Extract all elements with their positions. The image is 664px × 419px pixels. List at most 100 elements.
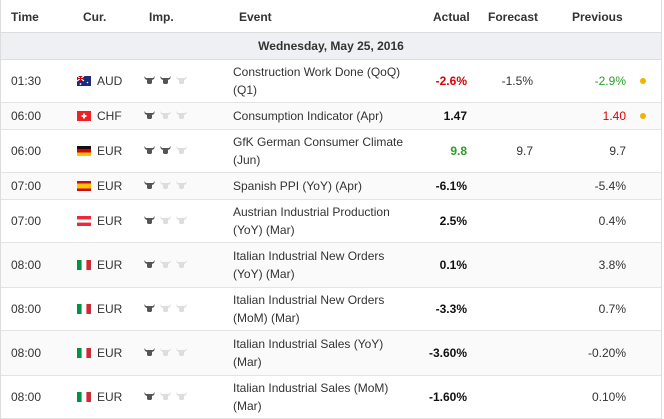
italy-flag-icon (77, 392, 91, 402)
event-time: 06:00 (11, 144, 42, 158)
event-time: 08:00 (11, 302, 42, 316)
event-name[interactable]: Italian Industrial New Orders (YoY) (Mar) (233, 247, 409, 283)
event-time: 08:00 (11, 258, 42, 272)
event-currency: EUR (97, 390, 123, 404)
event-time: 08:00 (11, 390, 42, 404)
forecast-value: 9.7 (516, 144, 533, 158)
event-name[interactable]: Construction Work Done (QoQ) (Q1) (233, 63, 409, 99)
bull-icon (175, 74, 188, 88)
italy-flag-icon (77, 304, 91, 314)
importance-rating (143, 179, 188, 193)
table-row[interactable]: 07:00 EUR Spanish PPI (YoY) (Apr) -6.1% -5.4… (1, 173, 661, 200)
previous-value: -2.9% (594, 74, 626, 88)
event-name-line: (MoM) (Mar) (233, 311, 300, 325)
bull-icon (143, 390, 156, 404)
forecast-value: -1.5% (501, 74, 533, 88)
event-currency: EUR (97, 214, 123, 228)
bull-icon (159, 109, 172, 123)
previous-value: 0.7% (598, 302, 626, 316)
event-time: 06:00 (11, 109, 42, 123)
actual-value: 1.47 (443, 109, 467, 123)
previous-value: -5.4% (594, 179, 626, 193)
event-name-line: Austrian Industrial Production (233, 205, 390, 219)
col-importance[interactable]: Imp. (149, 10, 174, 24)
event-name-line: Consumption Indicator (Apr) (233, 109, 384, 123)
bull-icon (143, 144, 156, 158)
table-row[interactable]: 01:30 AUD Construction Work Done (QoQ) (Q1)… (1, 60, 661, 103)
col-time[interactable]: Time (11, 10, 39, 24)
event-name[interactable]: Italian Industrial Sales (MoM) (Mar) (233, 379, 409, 415)
bull-icon (159, 144, 172, 158)
importance-rating (143, 214, 188, 228)
table-row[interactable]: 07:00 EUR Austrian Industrial Production (Y… (1, 200, 661, 243)
col-currency[interactable]: Cur. (83, 10, 107, 24)
event-currency: EUR (97, 144, 123, 158)
australia-flag-icon (77, 76, 91, 86)
event-name-line: (YoY) (Mar) (233, 267, 295, 281)
bull-icon (159, 74, 172, 88)
event-name[interactable]: GfK German Consumer Climate (Jun) (233, 133, 409, 169)
previous-value: 1.40 (602, 109, 626, 123)
table-row[interactable]: 06:00 EUR GfK German Consumer Climate (Jun)… (1, 130, 661, 173)
revision-dot-icon (640, 78, 646, 84)
revision-dot-icon (640, 113, 646, 119)
event-name-line: (Jun) (233, 153, 261, 167)
table-row[interactable]: 08:00 EUR Italian Industrial Sales (YoY) (M… (1, 331, 661, 376)
previous-value: -0.20% (587, 346, 626, 360)
event-name-line: (Mar) (233, 399, 262, 413)
event-name[interactable]: Italian Industrial Sales (YoY) (Mar) (233, 335, 409, 371)
bull-icon (175, 258, 188, 272)
col-forecast[interactable]: Forecast (488, 10, 539, 24)
previous-value: 9.7 (609, 144, 626, 158)
italy-flag-icon (77, 348, 91, 358)
bull-icon (143, 346, 156, 360)
austria-flag-icon (77, 216, 91, 226)
event-name-line: (YoY) (Mar) (233, 223, 295, 237)
importance-rating (143, 302, 188, 316)
bull-icon (159, 179, 172, 193)
event-name-line: Italian Industrial New Orders (233, 293, 385, 307)
event-name[interactable]: Austrian Industrial Production (YoY) (Mar… (233, 203, 409, 239)
event-time: 01:30 (11, 74, 42, 88)
event-name[interactable]: Consumption Indicator (Apr) (233, 107, 409, 125)
bull-icon (175, 302, 188, 316)
actual-value: -2.6% (435, 74, 467, 88)
event-time: 08:00 (11, 346, 42, 360)
event-currency: EUR (97, 346, 123, 360)
event-name-line: Construction Work Done (QoQ) (233, 65, 401, 79)
date-row: Wednesday, May 25, 2016 (1, 33, 661, 60)
table-row[interactable]: 08:00 EUR Italian Industrial New Orders (Yo… (1, 243, 661, 288)
bull-icon (143, 302, 156, 316)
bull-icon (159, 346, 172, 360)
bull-icon (175, 144, 188, 158)
bull-icon (143, 258, 156, 272)
table-row[interactable]: 08:00 EUR Italian Industrial Sales (MoM) (M… (1, 376, 661, 419)
actual-value: -1.60% (428, 390, 467, 404)
importance-rating (143, 144, 188, 158)
event-currency: CHF (97, 109, 122, 123)
table-row[interactable]: 06:00 CHF Consumption Indicator (Apr) 1.47 1… (1, 103, 661, 130)
event-name[interactable]: Spanish PPI (YoY) (Apr) (233, 177, 409, 195)
bull-icon (175, 214, 188, 228)
importance-rating (143, 346, 188, 360)
event-name-line: Italian Industrial Sales (YoY) (233, 337, 384, 351)
actual-value: -3.60% (428, 346, 467, 360)
col-previous[interactable]: Previous (572, 10, 623, 24)
bull-icon (175, 390, 188, 404)
event-rows: 01:30 AUD Construction Work Done (QoQ) (Q1)… (1, 60, 661, 419)
bull-icon (143, 109, 156, 123)
event-name[interactable]: Italian Industrial New Orders (MoM) (Mar) (233, 291, 409, 327)
col-event[interactable]: Event (239, 10, 272, 24)
importance-rating (143, 109, 188, 123)
importance-rating (143, 390, 188, 404)
event-time: 07:00 (11, 214, 42, 228)
event-name-line: (Mar) (233, 355, 262, 369)
bull-icon (175, 179, 188, 193)
col-actual[interactable]: Actual (433, 10, 470, 24)
event-currency: EUR (97, 179, 123, 193)
bull-icon (159, 302, 172, 316)
previous-value: 0.4% (598, 214, 626, 228)
italy-flag-icon (77, 260, 91, 270)
table-row[interactable]: 08:00 EUR Italian Industrial New Orders (Mo… (1, 288, 661, 331)
